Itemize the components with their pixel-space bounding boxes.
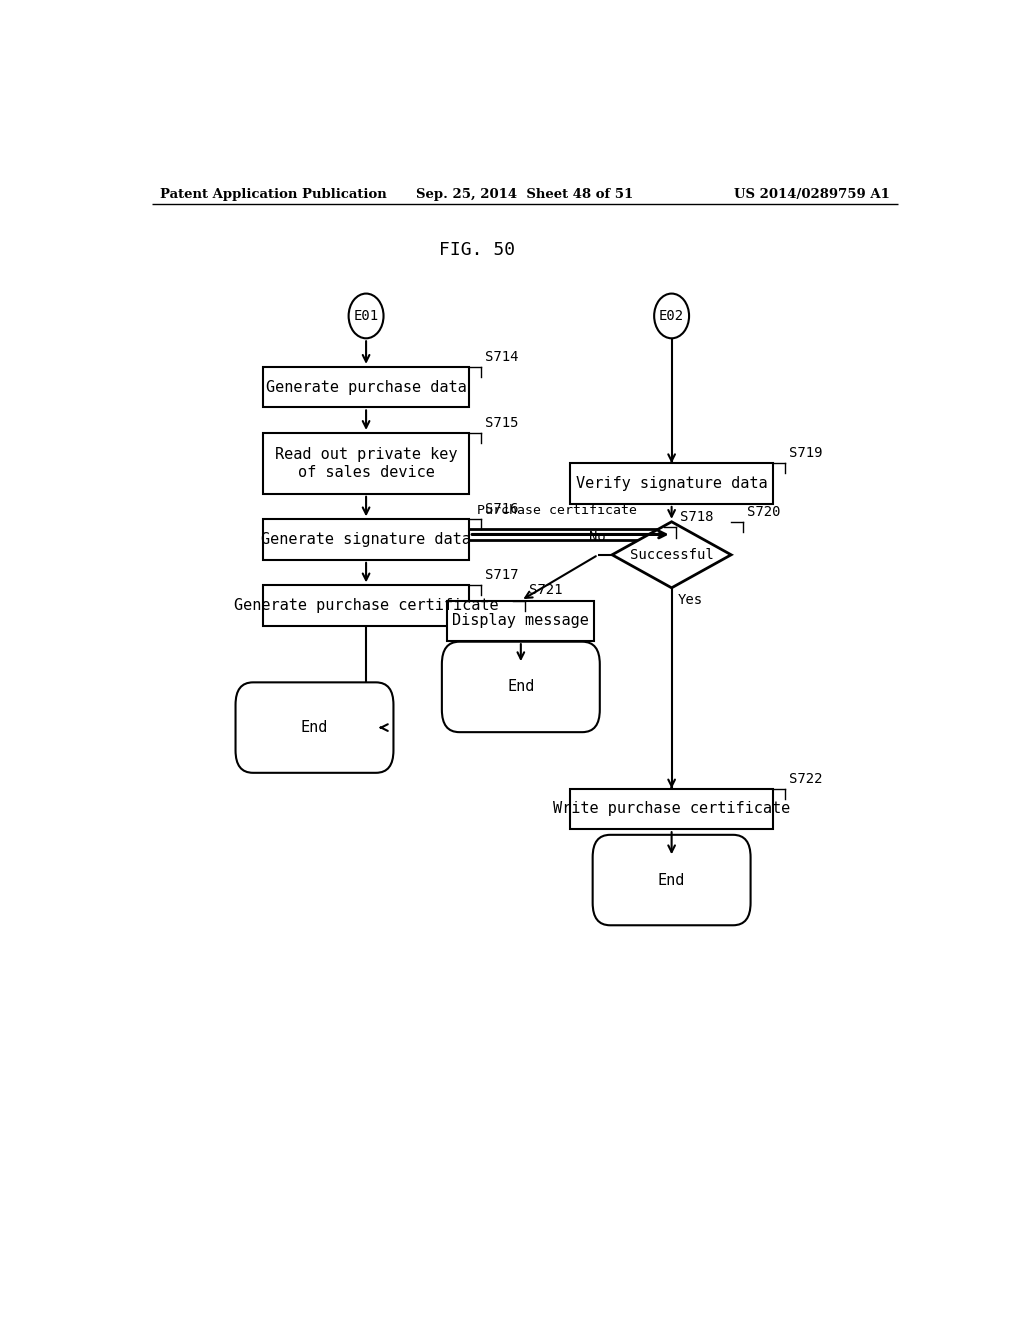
- FancyBboxPatch shape: [236, 682, 393, 772]
- Bar: [263, 433, 469, 494]
- Text: No: No: [589, 529, 606, 544]
- Text: E02: E02: [659, 309, 684, 323]
- Circle shape: [654, 293, 689, 338]
- Text: S719: S719: [788, 446, 822, 461]
- Text: Generate signature data: Generate signature data: [261, 532, 471, 546]
- Text: S721: S721: [528, 583, 562, 598]
- Text: Sep. 25, 2014  Sheet 48 of 51: Sep. 25, 2014 Sheet 48 of 51: [416, 189, 634, 202]
- FancyBboxPatch shape: [593, 834, 751, 925]
- Text: Successful: Successful: [630, 548, 714, 562]
- Text: Purchase certificate: Purchase certificate: [477, 504, 637, 517]
- Bar: [447, 601, 594, 642]
- Text: End: End: [507, 680, 535, 694]
- Bar: [263, 585, 469, 626]
- Text: End: End: [301, 721, 328, 735]
- Text: E01: E01: [353, 309, 379, 323]
- Text: Verify signature data: Verify signature data: [575, 477, 767, 491]
- Text: S722: S722: [788, 771, 822, 785]
- Polygon shape: [612, 521, 731, 587]
- Text: Yes: Yes: [678, 593, 703, 607]
- FancyBboxPatch shape: [442, 642, 600, 733]
- Text: Patent Application Publication: Patent Application Publication: [160, 189, 386, 202]
- Text: End: End: [658, 873, 685, 887]
- Text: S717: S717: [485, 568, 518, 582]
- Text: Generate purchase data: Generate purchase data: [265, 380, 467, 395]
- Bar: [570, 788, 773, 829]
- Text: S714: S714: [485, 350, 518, 364]
- Text: Write purchase certificate: Write purchase certificate: [553, 801, 791, 816]
- Bar: [263, 367, 469, 408]
- Bar: [263, 519, 469, 560]
- Text: Display message: Display message: [453, 614, 589, 628]
- Text: S718: S718: [680, 511, 713, 524]
- Circle shape: [348, 293, 384, 338]
- Text: S715: S715: [485, 416, 518, 430]
- Text: S720: S720: [748, 504, 780, 519]
- Text: Read out private key
of sales device: Read out private key of sales device: [274, 447, 458, 479]
- Text: FIG. 50: FIG. 50: [439, 240, 515, 259]
- Text: US 2014/0289759 A1: US 2014/0289759 A1: [734, 189, 890, 202]
- Bar: [570, 463, 773, 504]
- Text: Generate purchase certificate: Generate purchase certificate: [233, 598, 499, 612]
- Text: S716: S716: [485, 502, 518, 516]
